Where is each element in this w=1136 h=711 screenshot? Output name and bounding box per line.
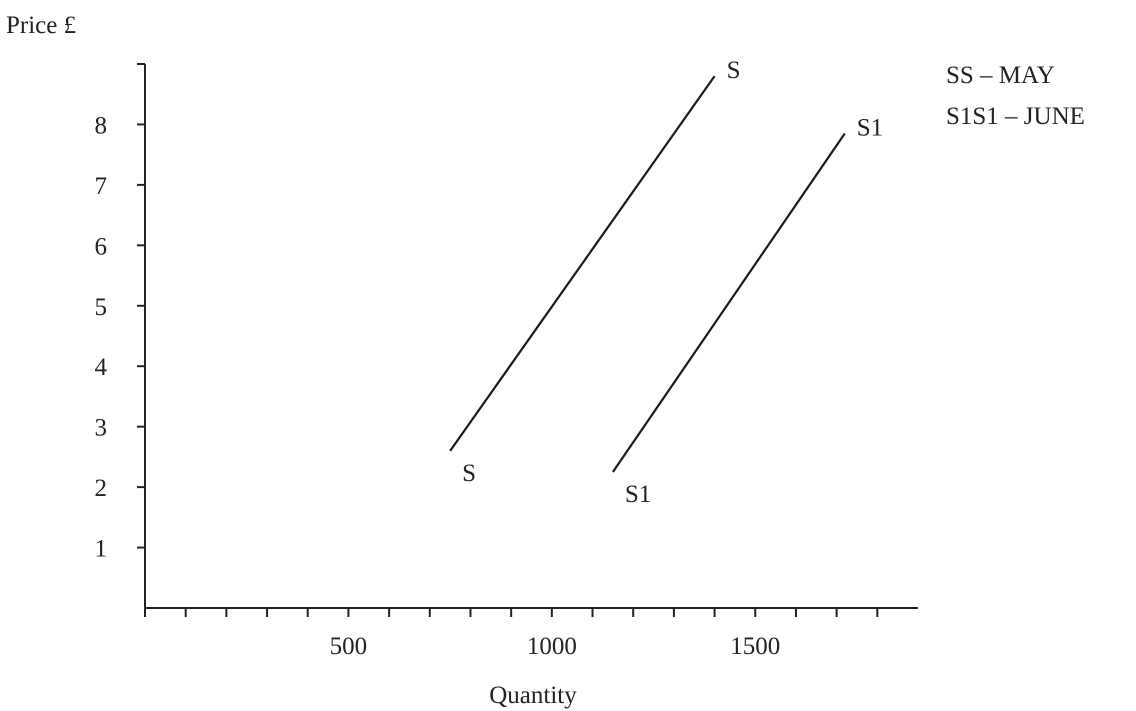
y-tick-label: 7: [95, 173, 108, 200]
y-tick-label: 1: [95, 536, 108, 563]
series-group: S S S1 S1: [449, 57, 883, 508]
series-start-label: S1: [625, 481, 651, 508]
series-start-label: S: [462, 460, 476, 487]
legend-entry-june: S1S1 – JUNE: [946, 103, 1085, 130]
legend: SS – MAY S1S1 – JUNE: [946, 62, 1085, 130]
legend-entry-may: SS – MAY: [946, 62, 1055, 89]
y-tick-label: 2: [95, 475, 108, 502]
y-tick-label: 3: [95, 415, 108, 442]
y-axis-ticks: 1 2 3 4 5 6 7 8: [95, 63, 145, 563]
y-tick-label: 4: [95, 354, 108, 381]
y-tick-label: 6: [95, 233, 108, 260]
x-tick-label: 500: [330, 633, 368, 660]
x-axis-ticks: 500 1000 1500: [144, 608, 879, 660]
x-tick-label: 1500: [730, 633, 780, 660]
x-tick-label: 1000: [527, 633, 577, 660]
supply-line-1: [449, 75, 716, 452]
series-end-label: S1: [857, 115, 883, 142]
y-tick-label: 8: [95, 112, 108, 139]
y-axis-title: Price £: [6, 12, 76, 39]
x-axis-title: Quantity: [489, 682, 577, 709]
supply-line-2: [611, 132, 846, 473]
y-tick-label: 5: [95, 294, 108, 321]
series-end-label: S: [727, 57, 741, 84]
